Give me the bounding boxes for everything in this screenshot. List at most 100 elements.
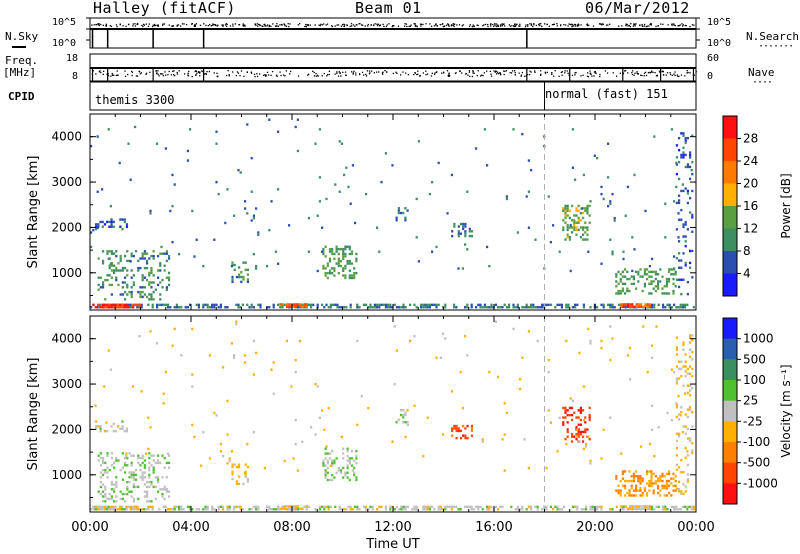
- rti-data-cell: [365, 508, 368, 511]
- rti-data-cell: [211, 505, 214, 509]
- rti-data-cell: [101, 259, 105, 263]
- rti-data-cell: [130, 295, 133, 299]
- rti-data-cell: [691, 216, 694, 219]
- rti-data-cell: [639, 487, 642, 490]
- rti-data-cell: [624, 282, 627, 286]
- rti-data-cell: [292, 508, 295, 511]
- rti-data-cell: [689, 389, 692, 392]
- nave-dot: [575, 71, 577, 74]
- rti-data-cell: [488, 306, 491, 309]
- rti-data-cell: [299, 303, 302, 306]
- nave-dot: [127, 73, 129, 76]
- rti-data-cell: [675, 163, 678, 166]
- rti-data-cell: [342, 452, 345, 455]
- nave-dot: [414, 71, 416, 74]
- rti-data-cell: [400, 508, 403, 511]
- rti-data-cell: [573, 226, 576, 229]
- rti-data-cell: [686, 303, 689, 307]
- rti-data-cell: [140, 303, 143, 307]
- nsky-tick-bottom: 10^0: [52, 38, 77, 49]
- rti-data-cell: [545, 303, 548, 307]
- nave-dot: [156, 72, 158, 74]
- nave-dot: [243, 75, 245, 78]
- rti-data-cell: [226, 188, 229, 191]
- rti-data-cell: [657, 487, 660, 490]
- rti-data-cell: [349, 202, 352, 205]
- nave-dot: [370, 70, 373, 72]
- rti-data-cell: [648, 275, 651, 278]
- nsearch-dot: [194, 25, 197, 27]
- nave-dot: [413, 73, 415, 76]
- nsearch-dot: [556, 23, 558, 25]
- rti-data-cell: [600, 262, 603, 265]
- rti-data-cell: [404, 505, 407, 509]
- rti-data-cell: [285, 508, 288, 511]
- nave-dot: [178, 70, 180, 72]
- rti-data-cell: [668, 277, 671, 281]
- nsearch-dot: [256, 23, 258, 25]
- rti-data-cell: [663, 487, 666, 490]
- rti-data-cell: [339, 469, 343, 472]
- rti-data-cell: [140, 508, 143, 511]
- rti-data-cell: [112, 500, 116, 503]
- rti-data-cell: [691, 230, 694, 233]
- rti-data-cell: [679, 414, 682, 417]
- rti-data-cell: [132, 505, 135, 509]
- rti-data-cell: [376, 508, 379, 511]
- nave-dot: [259, 73, 261, 75]
- rti-data-cell: [326, 461, 329, 465]
- rti-data-cell: [584, 221, 587, 224]
- rti-data-cell: [629, 505, 632, 508]
- rti-data-cell: [628, 277, 631, 281]
- rti-data-cell: [353, 267, 356, 270]
- rti-data-cell: [290, 303, 293, 306]
- rti-data-cell: [152, 459, 155, 462]
- nave-dot: [228, 73, 230, 76]
- rti-data-cell: [672, 489, 675, 492]
- rti-data-cell: [530, 505, 533, 509]
- rti-data-cell: [635, 505, 638, 508]
- rti-data-cell: [646, 305, 649, 308]
- nsearch-dot: [436, 25, 438, 27]
- rti-data-cell: [684, 153, 687, 157]
- nsearch-dot: [495, 23, 498, 25]
- rti-data-cell: [686, 478, 689, 481]
- rti-data-cell: [673, 508, 676, 511]
- rti-data-cell: [321, 303, 324, 307]
- rti-data-cell: [346, 476, 349, 479]
- nave-dot: [197, 71, 200, 73]
- rti-data-cell: [635, 305, 638, 308]
- nave-dot: [673, 73, 675, 75]
- rti-data-cell: [231, 465, 234, 469]
- rti-data-cell: [632, 275, 635, 278]
- rti-data-cell: [90, 245, 93, 249]
- rti-data-cell: [651, 508, 654, 511]
- rti-data-cell: [241, 508, 244, 511]
- rti-data-cell: [101, 306, 104, 309]
- nave-dot: [606, 72, 609, 74]
- rti-data-cell: [643, 487, 646, 490]
- rti-data-cell: [101, 250, 105, 253]
- nsearch-dot: [134, 25, 136, 27]
- nsearch-dot: [538, 24, 540, 26]
- nave-dot: [540, 73, 542, 75]
- rti-data-cell: [257, 231, 260, 234]
- rti-data-cell: [673, 505, 676, 509]
- rti-data-cell: [246, 480, 249, 483]
- rti-data-cell: [353, 274, 356, 277]
- nave-dot: [518, 72, 520, 74]
- rti-data-cell: [570, 231, 574, 234]
- rti-data-cell: [121, 466, 124, 469]
- rti-data-cell: [345, 166, 348, 169]
- rti-data-cell: [115, 278, 118, 282]
- nsearch-dot: [276, 23, 278, 25]
- rti-data-cell: [579, 418, 582, 422]
- rti-data-cell: [119, 293, 122, 296]
- nsearch-dot: [429, 23, 431, 25]
- rti-data-cell: [483, 306, 486, 309]
- rti-data-cell: [470, 234, 474, 238]
- rti-data-cell: [446, 505, 449, 509]
- rti-data-cell: [211, 508, 214, 511]
- nsearch-dot: [388, 23, 390, 25]
- rti-frame-power: [89, 113, 697, 311]
